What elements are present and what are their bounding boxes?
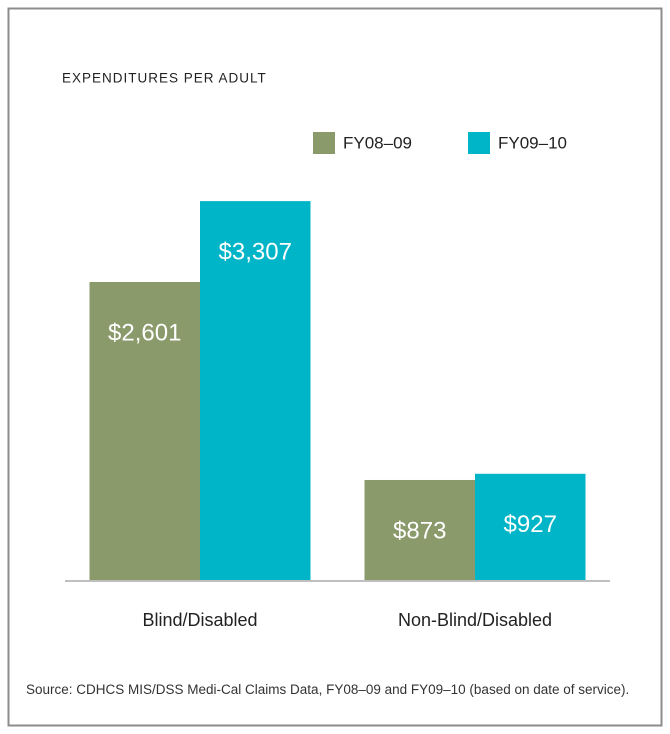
value-label: $3,307 (219, 238, 292, 265)
x-tick-label: Blind/Disabled (142, 610, 257, 630)
legend-swatch (313, 132, 335, 154)
x-tick-label: Non-Blind/Disabled (398, 610, 552, 630)
bar (475, 473, 586, 580)
legend-label: FY09–10 (498, 133, 567, 152)
legend-label: FY08–09 (343, 133, 412, 152)
bar (364, 479, 475, 580)
value-label: $2,601 (108, 319, 181, 346)
chart-title: EXPENDITURES PER ADULT (62, 71, 267, 86)
bar (89, 281, 200, 580)
value-label: $927 (504, 511, 557, 538)
source-note: Source: CDHCS MIS/DSS Medi-Cal Claims Da… (26, 682, 630, 697)
frame (7, 7, 663, 727)
bar (200, 201, 311, 580)
value-label: $873 (393, 517, 446, 544)
legend-swatch (468, 132, 490, 154)
